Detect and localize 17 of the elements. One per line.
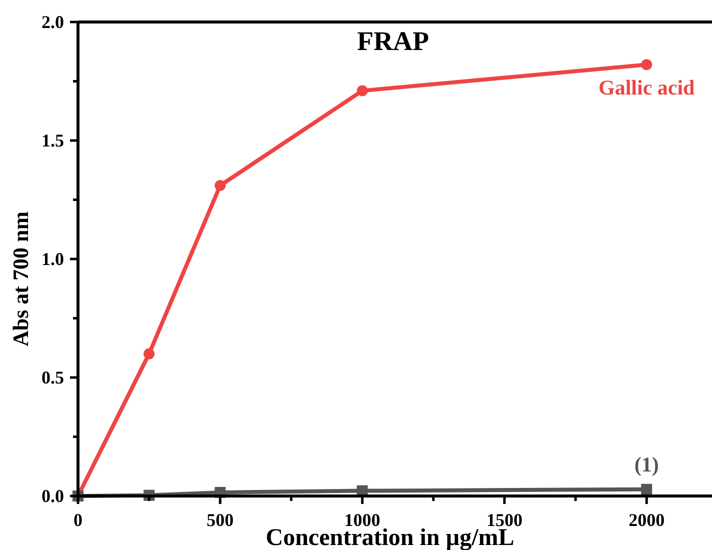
point: [214, 180, 226, 192]
y-tick-label: 1.0: [42, 249, 64, 269]
series-label: (1): [634, 452, 659, 476]
point: [641, 59, 652, 70]
x-tick-label: 2000: [628, 510, 665, 530]
point: [356, 85, 368, 96]
point: [144, 348, 155, 360]
point: [641, 484, 652, 495]
y-tick-label: 0.5: [42, 368, 64, 388]
y-axis-title: Abs at 700 nm: [8, 211, 33, 347]
x-tick-label: 500: [206, 510, 234, 530]
y-tick-label: 1.5: [42, 130, 64, 150]
x-tick-label: 0: [74, 510, 82, 530]
y-tick-label: 2.0: [42, 12, 64, 32]
series-label: Gallic acid: [598, 76, 696, 100]
y-tick-label: 0.0: [42, 486, 64, 506]
chart-title: FRAP: [357, 26, 429, 56]
